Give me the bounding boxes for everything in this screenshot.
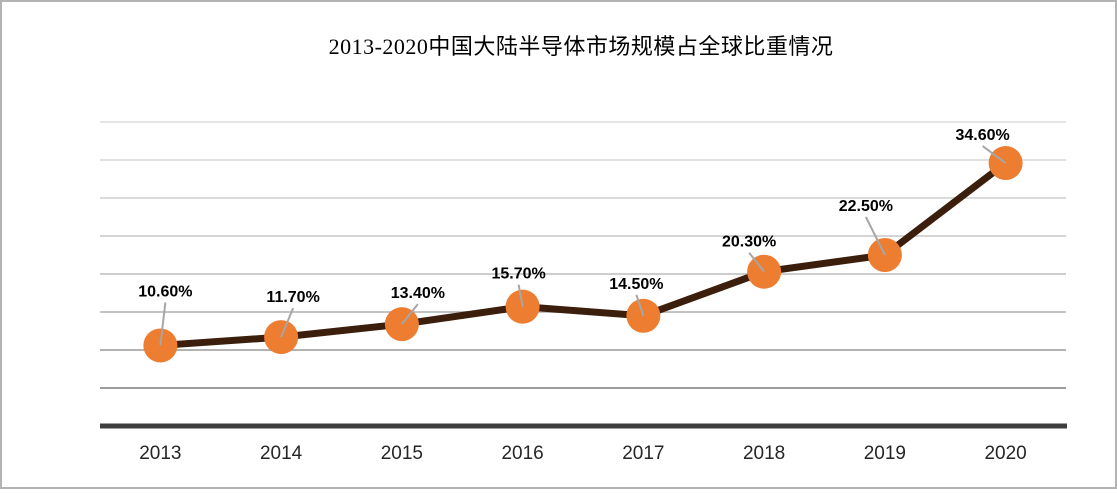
data-point-label: 15.70% <box>491 266 545 283</box>
x-axis-tick-label: 2015 <box>381 443 423 464</box>
chart-title: 2013-2020中国大陆半导体市场规模占全球比重情况 <box>328 34 834 59</box>
data-point-label: 13.40% <box>391 285 445 302</box>
data-point-label: 11.70% <box>266 289 319 306</box>
x-axis-tick-label: 2019 <box>864 443 906 464</box>
x-axis-tick-label: 2020 <box>984 443 1026 464</box>
data-point-label: 10.60% <box>138 283 192 300</box>
x-axis-tick-label: 2014 <box>260 443 303 464</box>
data-point-label: 20.30% <box>722 234 776 251</box>
label-leader-line <box>748 252 765 273</box>
label-leader-line <box>982 145 1007 164</box>
series-line <box>156 159 1010 349</box>
data-point-label: 14.50% <box>609 276 663 293</box>
x-axis-tick-label: 2016 <box>501 443 543 464</box>
x-axis-tick-label: 2013 <box>139 443 181 464</box>
data-point-label: 22.50% <box>839 198 893 215</box>
label-leader-line <box>401 303 419 325</box>
label-leader-line <box>864 216 886 256</box>
label-leader-line <box>635 294 645 317</box>
label-leader-line <box>159 302 167 346</box>
x-axis-tick-label: 2017 <box>622 443 664 464</box>
data-point-label: 34.60% <box>955 127 1009 144</box>
label-leader-line <box>280 307 295 338</box>
label-leader-line <box>517 284 524 307</box>
x-axis-tick-label: 2018 <box>743 443 785 464</box>
